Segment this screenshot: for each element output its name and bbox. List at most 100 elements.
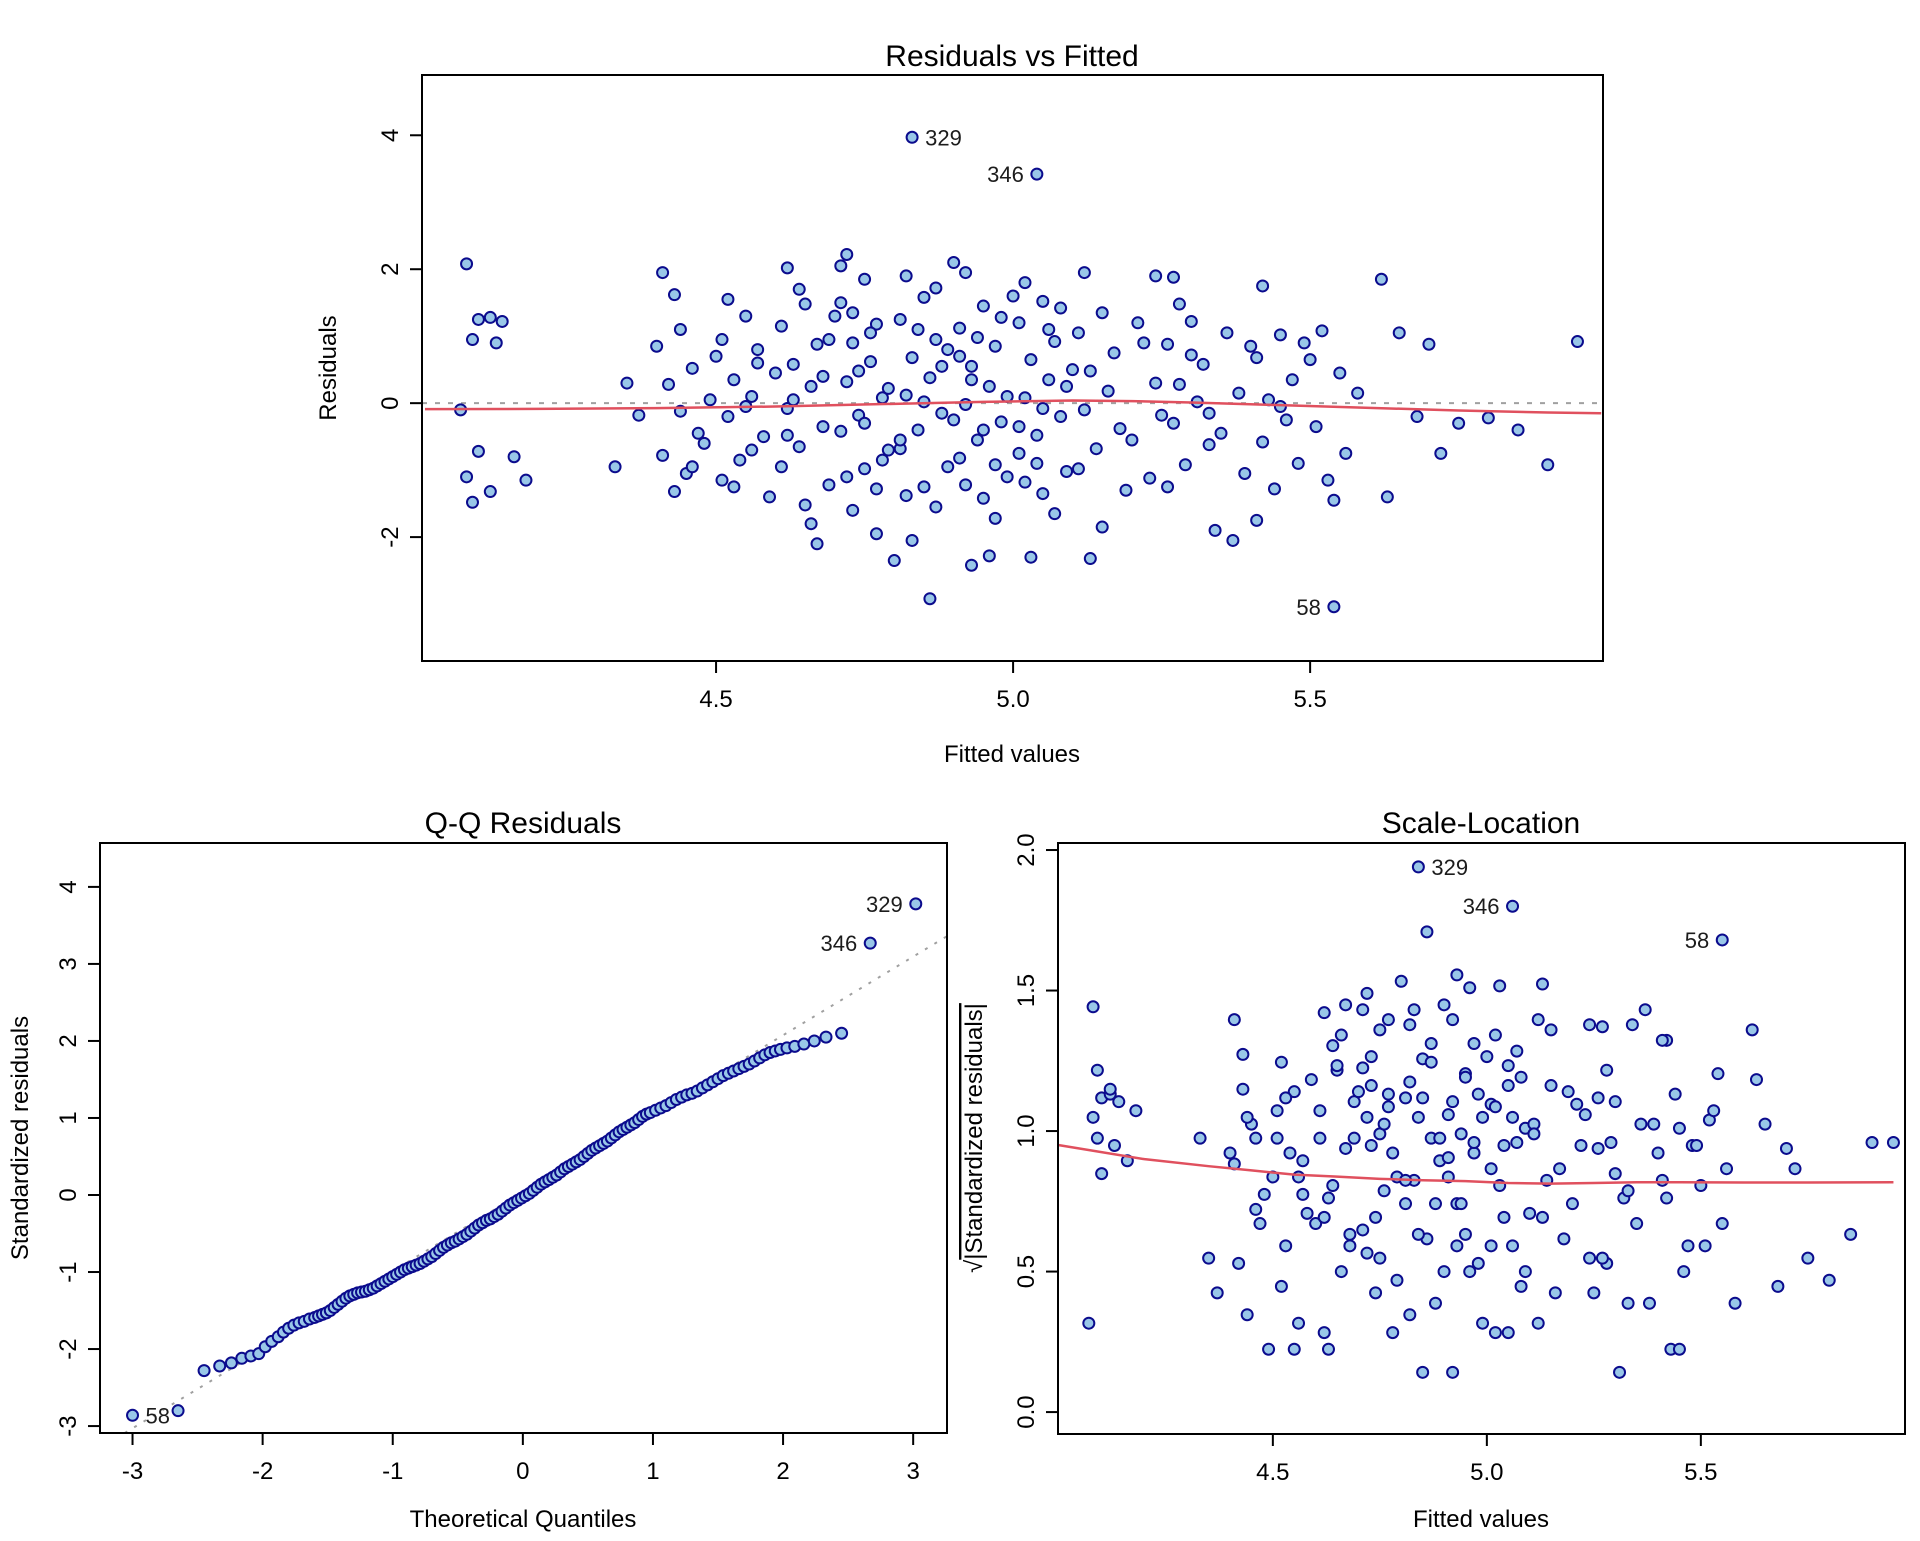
outlier-point-label: 58: [1685, 928, 1709, 953]
data-point: [1257, 1187, 1271, 1201]
outlier-point: [1411, 860, 1425, 874]
data-point: [1561, 1085, 1575, 1099]
data-point: [1655, 1173, 1669, 1187]
data-point: [929, 333, 943, 347]
data-point: [1424, 1055, 1438, 1069]
data-point: [1232, 386, 1246, 400]
data-point: [1441, 1151, 1455, 1165]
outlier-point-label: 329: [1431, 855, 1468, 880]
data-point: [495, 314, 509, 328]
data-point: [1172, 377, 1186, 391]
data-point: [489, 336, 503, 350]
data-point: [1334, 1265, 1348, 1279]
y-tick-label: 2.0: [1013, 833, 1040, 866]
data-point: [1844, 1227, 1858, 1241]
data-point: [899, 269, 913, 283]
data-point: [835, 1026, 849, 1040]
data-point: [1660, 1191, 1674, 1205]
data-point: [656, 448, 670, 462]
data-point: [1441, 1108, 1455, 1122]
data-point: [1321, 1342, 1335, 1356]
data-point: [1501, 1059, 1515, 1073]
data-point: [1077, 266, 1091, 280]
data-point: [1089, 442, 1103, 456]
plot-title: Q-Q Residuals: [425, 807, 622, 840]
data-point: [852, 364, 866, 378]
data-point: [1270, 1131, 1284, 1145]
data-point: [1501, 1326, 1515, 1340]
data-point: [1296, 1187, 1310, 1201]
data-point: [1557, 1232, 1571, 1246]
data-point: [1578, 1108, 1592, 1122]
data-point: [1720, 1162, 1734, 1176]
data-point: [1351, 1085, 1365, 1099]
data-point: [807, 1034, 821, 1048]
data-point: [959, 397, 973, 411]
data-point: [507, 450, 521, 464]
data-point: [899, 388, 913, 402]
data-point: [1672, 1121, 1686, 1135]
data-point: [1071, 462, 1085, 476]
data-point: [1113, 422, 1127, 436]
data-point: [1131, 316, 1145, 330]
data-point: [893, 433, 907, 447]
data-point: [965, 373, 979, 387]
data-point: [1394, 974, 1408, 988]
data-point: [970, 331, 984, 345]
data-point: [911, 322, 925, 336]
data-point: [1030, 428, 1044, 442]
data-point: [1424, 1037, 1438, 1051]
data-point: [965, 558, 979, 572]
data-point: [881, 381, 895, 395]
data-point: [1488, 1028, 1502, 1042]
data-point: [1458, 1070, 1472, 1084]
smooth-line-path: [424, 399, 1602, 415]
data-point: [1279, 1091, 1293, 1105]
data-point: [1411, 1110, 1425, 1124]
data-point: [632, 408, 646, 422]
data-point: [1493, 979, 1507, 993]
outlier-point: [1030, 167, 1044, 181]
data-point: [768, 366, 782, 380]
data-point: [1297, 336, 1311, 350]
data-point: [1481, 411, 1495, 425]
x-tick-label: 3: [906, 1458, 919, 1485]
x-tick-label: -2: [252, 1458, 273, 1485]
data-point: [1454, 1197, 1468, 1211]
data-point: [1071, 326, 1085, 340]
data-point: [1000, 470, 1014, 484]
data-point: [893, 312, 907, 326]
data-point: [1240, 1110, 1254, 1124]
data-point: [1527, 1127, 1541, 1141]
data-point: [1274, 1055, 1288, 1069]
data-point: [1381, 1087, 1395, 1101]
data-point: [1476, 1110, 1490, 1124]
data-point: [1238, 466, 1252, 480]
data-point: [1292, 1170, 1306, 1184]
data-point: [1326, 1039, 1340, 1053]
data-point: [840, 247, 854, 261]
data-point: [224, 1356, 238, 1370]
y-tick-label: 0: [377, 396, 404, 409]
data-point: [1476, 1316, 1490, 1330]
data-point: [1149, 376, 1163, 390]
data-point: [1236, 1047, 1250, 1061]
data-point: [1433, 1131, 1447, 1145]
data-point: [1066, 363, 1080, 377]
data-point: [1422, 337, 1436, 351]
data-point: [1373, 1023, 1387, 1037]
data-point: [858, 416, 872, 430]
data-point: [1166, 270, 1180, 284]
data-point: [935, 406, 949, 420]
data-point: [608, 460, 622, 474]
data-point: [1392, 326, 1406, 340]
y-tick-label: 3: [55, 957, 82, 970]
data-point: [1407, 1003, 1421, 1017]
data-point: [171, 1404, 185, 1418]
y-axis-label: √|Standardized residuals|: [961, 1003, 988, 1273]
data-point: [519, 473, 533, 487]
data-point: [1544, 1023, 1558, 1037]
outlier-point-label: 346: [987, 162, 1024, 187]
data-point: [1112, 1095, 1126, 1109]
data-point: [1463, 981, 1477, 995]
